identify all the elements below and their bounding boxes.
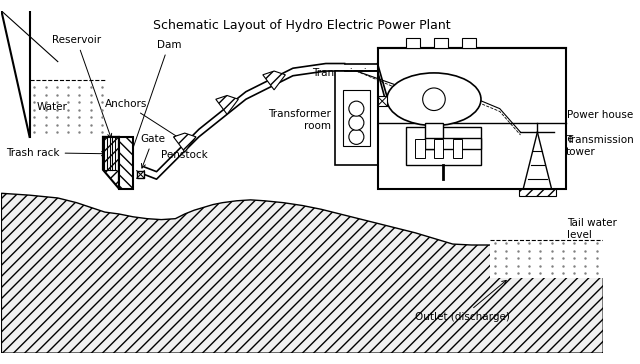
Bar — [518, 189, 556, 196]
Text: Schematic Layout of Hydro Electric Power Plant: Schematic Layout of Hydro Electric Power… — [154, 19, 451, 32]
Bar — [335, 71, 378, 165]
Bar — [452, 139, 462, 158]
Bar — [462, 38, 476, 48]
Bar — [424, 138, 481, 149]
Circle shape — [349, 101, 364, 116]
Ellipse shape — [387, 73, 481, 126]
Text: Tail water
level: Tail water level — [568, 218, 618, 240]
Polygon shape — [29, 80, 105, 137]
Text: Gate: Gate — [141, 134, 166, 168]
Polygon shape — [216, 95, 238, 114]
Text: Power house: Power house — [568, 110, 634, 120]
Bar — [378, 48, 566, 189]
Text: Trash rack: Trash rack — [6, 148, 106, 158]
Text: Transmission
tower: Transmission tower — [566, 135, 634, 157]
Text: Generator: Generator — [483, 158, 536, 168]
Text: Transformer
room: Transformer room — [268, 109, 330, 131]
Circle shape — [349, 129, 364, 145]
Text: Dam: Dam — [127, 40, 181, 167]
Bar — [406, 38, 420, 48]
Bar — [424, 123, 444, 149]
Text: Penstock: Penstock — [161, 150, 208, 161]
Bar — [406, 127, 481, 165]
Polygon shape — [263, 71, 285, 90]
Polygon shape — [103, 137, 119, 189]
Bar — [378, 96, 387, 106]
Circle shape — [349, 115, 364, 130]
Polygon shape — [173, 133, 196, 152]
Bar — [137, 171, 145, 178]
Text: Outlet (discharge): Outlet (discharge) — [415, 280, 509, 322]
Bar — [490, 240, 604, 278]
Text: Reservoir: Reservoir — [52, 35, 111, 138]
Text: Water: Water — [37, 102, 68, 112]
Circle shape — [422, 88, 445, 111]
Text: Anchors: Anchors — [105, 99, 182, 139]
Bar — [415, 139, 424, 158]
Bar — [434, 139, 444, 158]
Bar — [434, 38, 448, 48]
Bar — [343, 90, 370, 146]
Polygon shape — [1, 193, 604, 353]
Text: Transmission lines: Transmission lines — [312, 68, 407, 89]
Text: Hydraulic turbine: Hydraulic turbine — [483, 134, 573, 144]
Polygon shape — [119, 137, 133, 189]
